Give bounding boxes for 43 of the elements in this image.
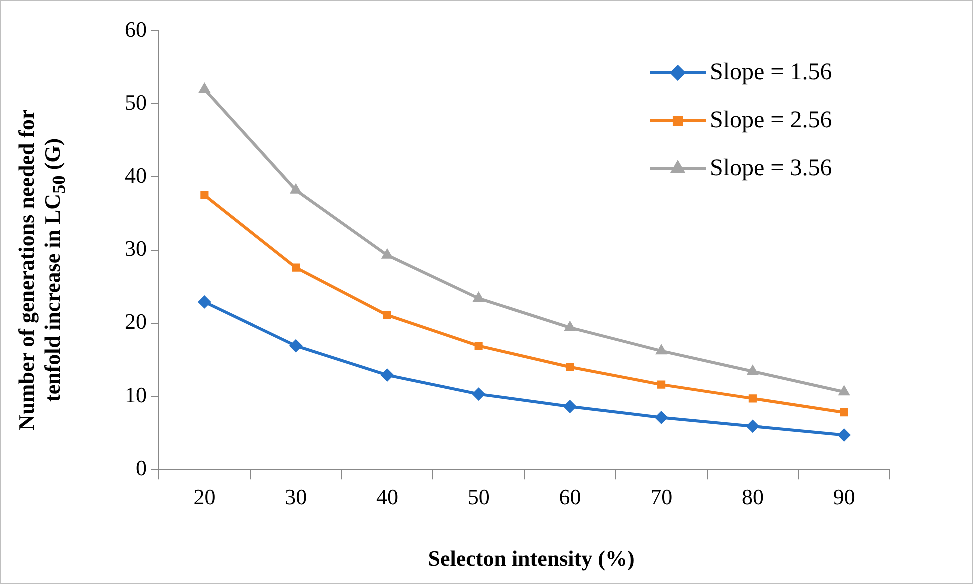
point: [290, 340, 303, 353]
y-tick-label: 10: [125, 382, 147, 408]
point: [746, 420, 760, 433]
point: [564, 321, 576, 332]
x-tick-label: 90: [833, 484, 856, 510]
point: [382, 248, 394, 259]
point: [564, 400, 577, 414]
point: [655, 411, 668, 424]
point: [383, 311, 392, 320]
point: [840, 408, 848, 417]
y-tick-label: 50: [125, 90, 147, 115]
point: [838, 428, 851, 442]
point: [658, 380, 666, 389]
x-tick-label: 60: [559, 484, 582, 510]
y-tick-label: 40: [125, 162, 147, 188]
point: [198, 82, 210, 93]
point: [472, 388, 486, 401]
x-tick-label: 20: [194, 484, 216, 510]
point: [747, 365, 759, 376]
legend-label: Slope = 2.56: [710, 107, 832, 134]
point: [656, 344, 668, 355]
y-tick-label: 20: [125, 309, 147, 334]
x-axis-title: Selecton intensity (%): [427, 546, 636, 572]
x-tick-label: 30: [285, 484, 308, 510]
point: [748, 394, 757, 403]
legend-label: Slope = 1.56: [710, 59, 832, 86]
point: [838, 386, 850, 396]
point: [200, 191, 209, 200]
x-tick-label: 70: [650, 484, 673, 510]
x-tick-label: 80: [742, 484, 764, 510]
point: [566, 363, 574, 372]
y-tick-label: 60: [125, 16, 147, 42]
x-tick-label: 50: [468, 484, 490, 510]
point: [380, 368, 394, 382]
point: [292, 264, 300, 272]
y-tick-label: 0: [136, 455, 147, 480]
y-tick-label: 30: [125, 236, 147, 262]
point: [474, 342, 483, 350]
legend-label: Slope = 3.56: [710, 155, 832, 182]
point: [473, 292, 485, 302]
x-tick-label: 40: [376, 484, 398, 510]
point: [198, 296, 212, 309]
point: [290, 184, 302, 194]
